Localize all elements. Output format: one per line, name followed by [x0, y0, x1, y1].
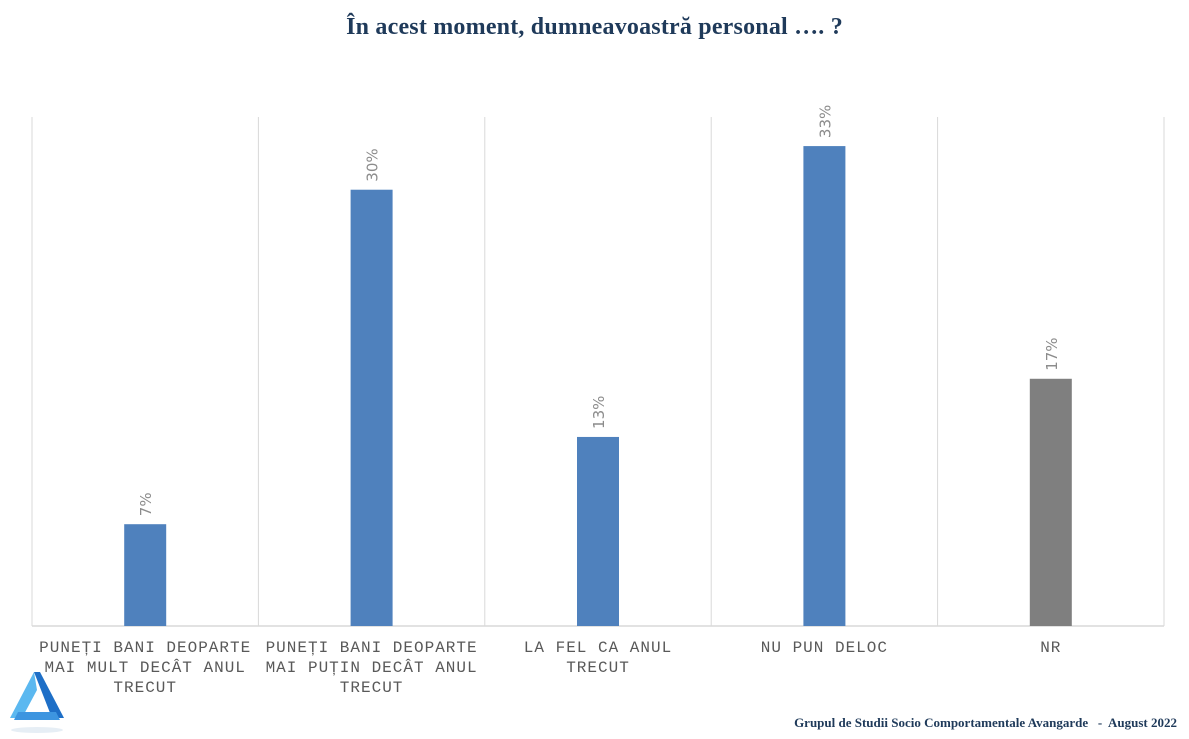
data-label: 33%: [816, 105, 834, 138]
category-label: Puneți bani deoparte mai mult decât anul…: [39, 639, 252, 697]
category-label: Puneți bani deoparte mai puțin decât anu…: [265, 639, 478, 697]
bar: [577, 436, 619, 626]
chart-title: În acest moment, dumneavoastră personal …: [346, 14, 843, 40]
bar: [803, 146, 846, 627]
data-label: 13%: [590, 396, 608, 429]
data-label: 7%: [137, 492, 155, 516]
data-label: 17%: [1043, 337, 1061, 370]
data-label: 30%: [364, 148, 382, 181]
bar: [124, 524, 167, 626]
bar: [1029, 378, 1072, 626]
category-label: NR: [1040, 639, 1062, 657]
footer-source: Grupul de Studii Socio Comportamentale A…: [794, 715, 1177, 730]
avangarde-logo-icon: [10, 672, 64, 733]
category-label: La fel ca anul trecut: [523, 639, 673, 677]
category-label: Nu pun deloc: [760, 639, 888, 657]
bar: [350, 189, 393, 626]
